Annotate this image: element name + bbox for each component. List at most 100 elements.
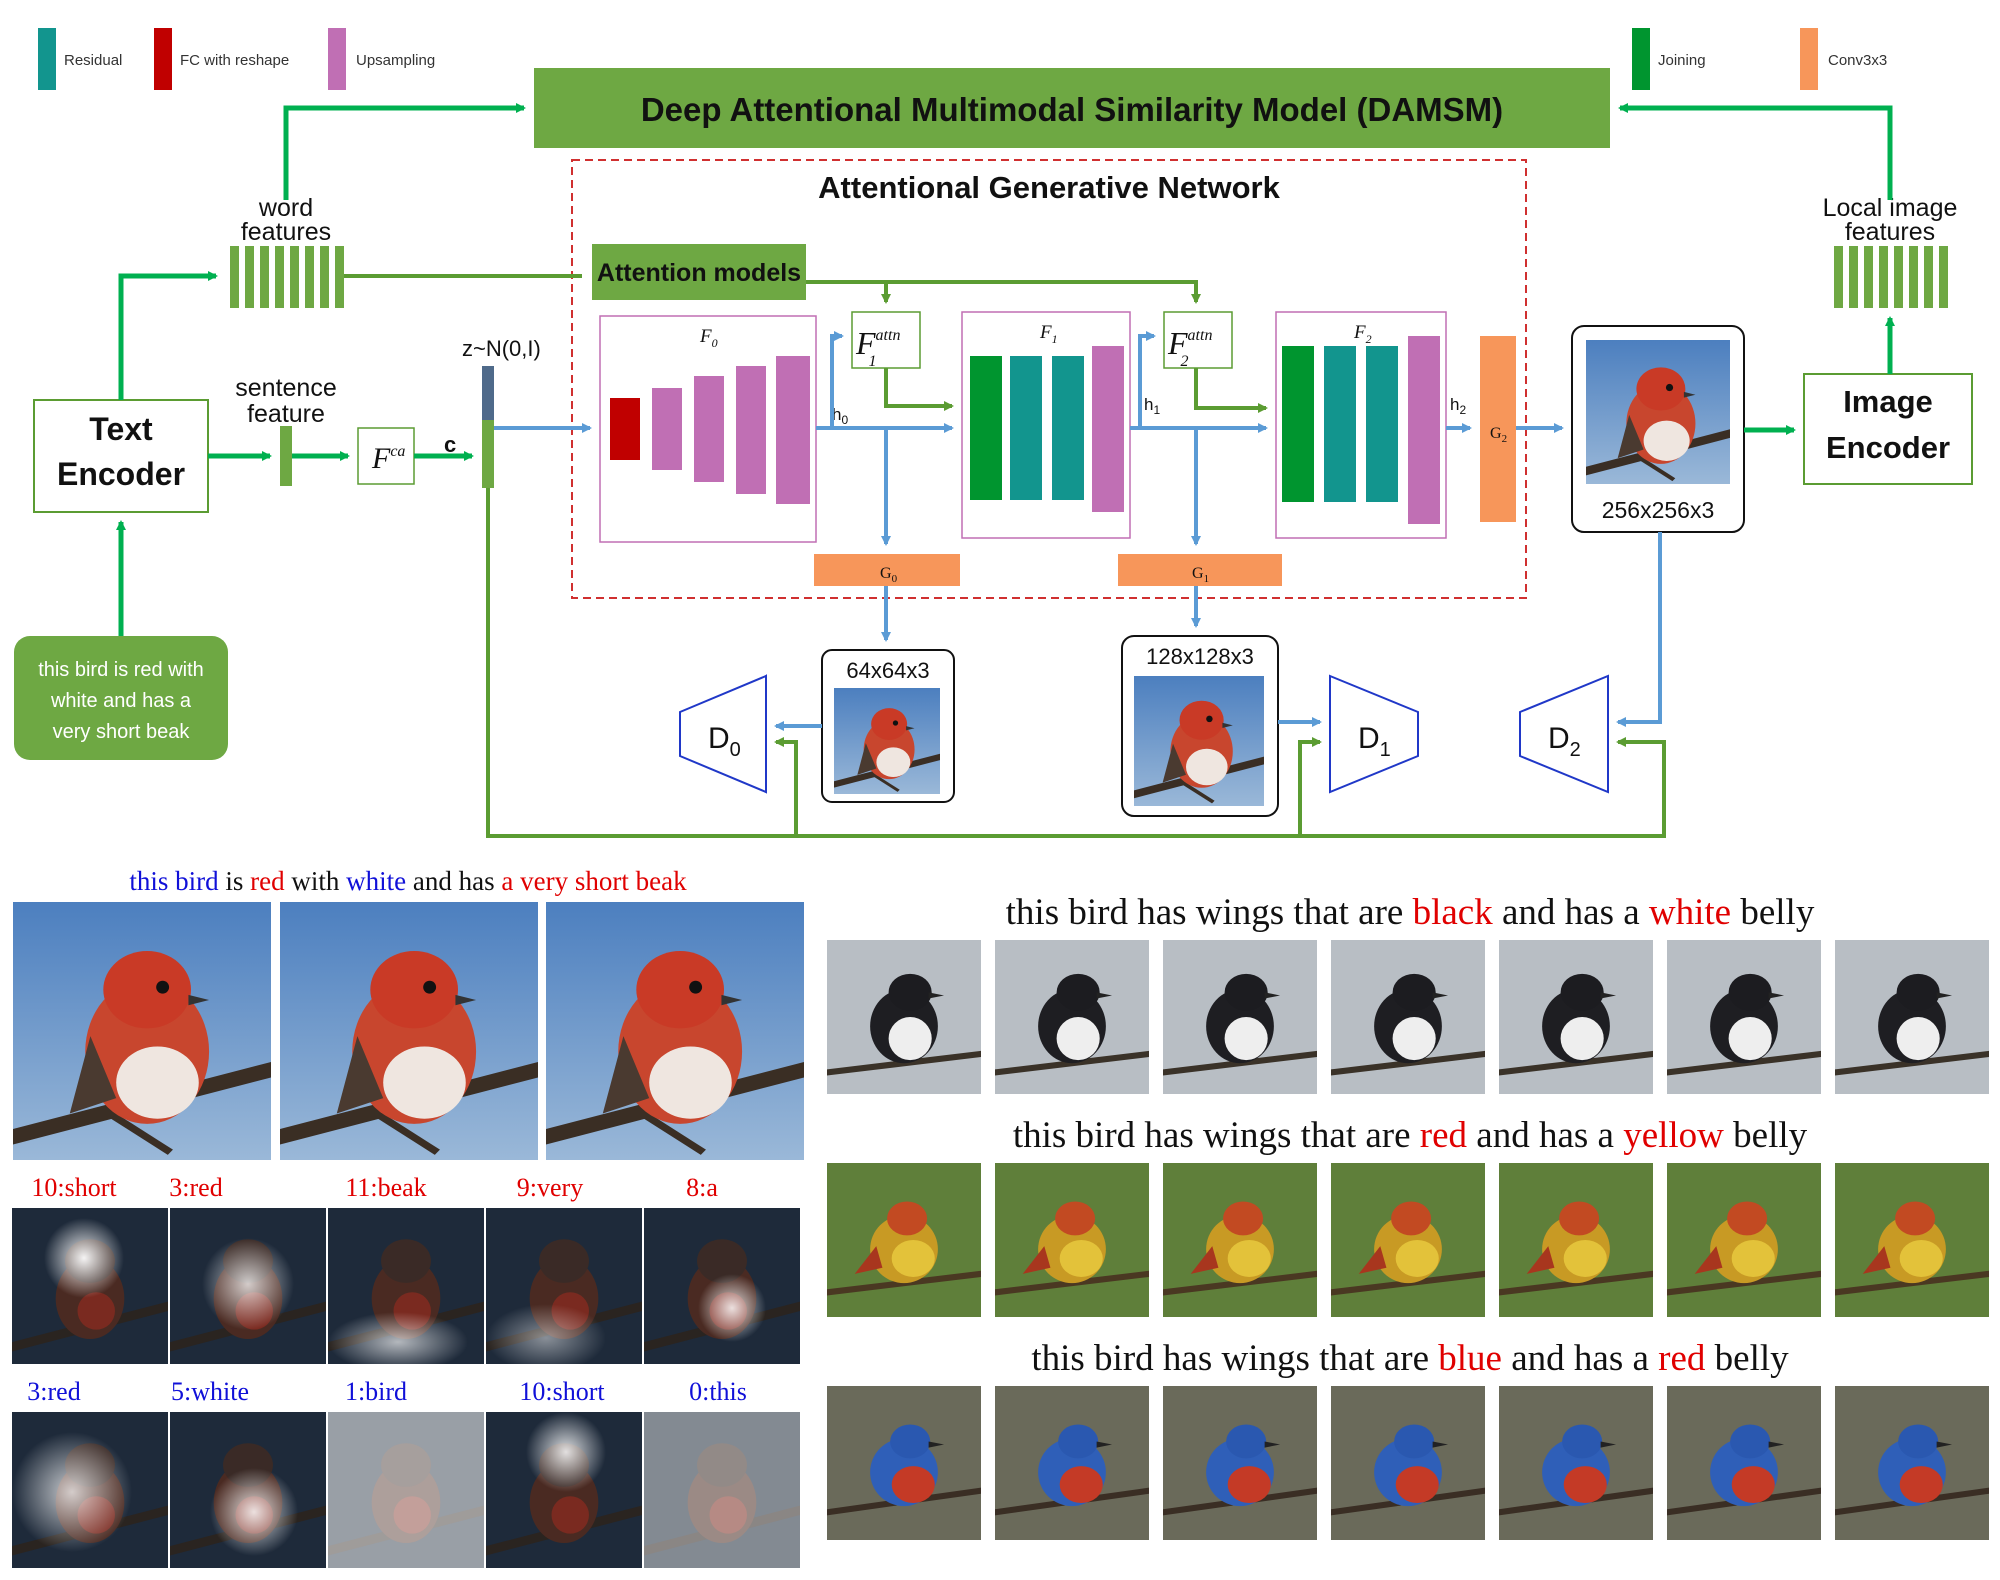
legend-swatch-joining	[1632, 28, 1650, 90]
legend: Residual FC with reshape Upsampling Join…	[38, 28, 1887, 90]
attention-row-1	[12, 1208, 800, 1364]
legend-label-fc-reshape: FC with reshape	[180, 52, 289, 69]
generated-bird-row-3-1	[827, 1386, 981, 1540]
f2attn-block	[1163, 311, 1233, 369]
attn-word-2-4: 10:short	[519, 1377, 605, 1406]
local-features-label-2: features	[1845, 218, 1935, 246]
h1-label: h1	[1144, 395, 1160, 417]
attention-models-label: Attention models	[597, 259, 801, 287]
attn-word-1-5: 8:a	[686, 1173, 718, 1202]
attn-word-1-3: 11:beak	[345, 1173, 426, 1202]
right-caption-1-segment-4: white	[1649, 892, 1731, 933]
output-64-label: 64x64x3	[846, 658, 929, 683]
generated-bird-row-2-3	[1163, 1163, 1317, 1317]
left-caption: this bird is red with white and has a ve…	[129, 866, 687, 896]
arrows	[116, 103, 1895, 838]
legend-label-joining: Joining	[1658, 52, 1706, 69]
local-features-bars	[1834, 246, 1948, 308]
generated-bird-row-1-6	[1667, 940, 1821, 1094]
z-label: z~N(0,I)	[462, 336, 541, 361]
g1-label: G1	[1192, 565, 1209, 585]
d1-label: D1	[1358, 722, 1391, 761]
right-caption-1-segment-1: this bird has wings that are	[1006, 892, 1413, 933]
generated-bird-row-3-2	[995, 1386, 1149, 1540]
attn-word-1-4: 9:very	[517, 1173, 583, 1202]
right-caption-3-segment-1: this bird has wings that are	[1031, 1338, 1438, 1379]
attention-row-2	[12, 1412, 800, 1568]
h2-label: h2	[1450, 395, 1466, 417]
output-64-image	[834, 688, 940, 794]
f0-upsample-3	[736, 366, 766, 494]
z-noise-bar	[482, 366, 494, 420]
f0-upsample-4	[776, 356, 810, 504]
right-caption-2-segment-1: this bird has wings that are	[1013, 1115, 1420, 1156]
generated-bird-row-3-6	[1667, 1386, 1821, 1540]
f2-residual-1	[1324, 346, 1356, 502]
generated-bird-row-3-7	[1835, 1386, 1989, 1540]
generated-bird-row-3-3	[1163, 1386, 1317, 1540]
f2-upsample	[1408, 336, 1440, 524]
f1attn-label: Fattn 1	[855, 325, 900, 370]
legend-label-conv3x3: Conv3x3	[1828, 52, 1887, 69]
result-256-image	[546, 902, 804, 1160]
attn-word-2-1: 3:red	[27, 1377, 80, 1406]
generated-bird-row-2-5	[1499, 1163, 1653, 1317]
result-128-image	[280, 902, 538, 1160]
output-256-label: 256x256x3	[1602, 497, 1715, 523]
g2-block	[1480, 336, 1516, 522]
text-encoder-label-2: Encoder	[57, 456, 185, 492]
fca-label: Fca	[371, 442, 405, 475]
f1-residual-1	[1010, 356, 1042, 500]
g0-block	[814, 554, 960, 586]
results-right: this bird has wings that are black and h…	[827, 892, 1989, 1540]
f2attn-label: Fattn 2	[1167, 325, 1212, 370]
generated-bird-row-1-4	[1331, 940, 1485, 1094]
word-features-bars	[230, 246, 344, 308]
sentence-feature-bar	[280, 426, 292, 486]
agn-title: Attentional Generative Network	[818, 170, 1280, 205]
input-text-bubble	[14, 636, 228, 760]
input-text-line-3: very short beak	[53, 721, 191, 743]
legend-swatch-upsampling	[328, 28, 346, 90]
text-encoder-block	[33, 399, 209, 513]
generated-bird-row-2-1	[827, 1163, 981, 1317]
legend-swatch-fc-reshape	[154, 28, 172, 90]
right-caption-1: this bird has wings that are black and h…	[1006, 892, 1815, 933]
legend-label-residual: Residual	[64, 52, 122, 69]
generated-bird-row-2-6	[1667, 1163, 1821, 1317]
sentence-feature-label-1: sentence	[235, 374, 336, 402]
right-caption-2-segment-2: red	[1420, 1115, 1468, 1156]
right-caption-3-segment-2: blue	[1438, 1338, 1502, 1379]
generated-bird-row-1-1	[827, 940, 981, 1094]
h0-label: h0	[832, 405, 848, 427]
generated-bird-row-2-4	[1331, 1163, 1485, 1317]
word-features-label-2: features	[241, 218, 331, 246]
text-encoder-label-1: Text	[89, 411, 153, 447]
right-caption-3-segment-4: red	[1658, 1338, 1706, 1379]
generated-bird-row-1-7	[1835, 940, 1989, 1094]
f0-fc-reshape-layer	[610, 398, 640, 460]
left-caption-segment-4: with	[285, 866, 347, 896]
output-128-label: 128x128x3	[1146, 644, 1254, 669]
attn-word-2-3: 1:bird	[345, 1377, 407, 1406]
generated-bird-row-3-5	[1499, 1386, 1653, 1540]
f0-upsample-1	[652, 388, 682, 470]
right-caption-1-segment-5: belly	[1731, 892, 1815, 933]
right-caption-3-segment-5: belly	[1705, 1338, 1789, 1379]
right-caption-3-segment-3: and has a	[1502, 1338, 1658, 1379]
f2-residual-2	[1366, 346, 1398, 502]
generated-bird-row-1-2	[995, 940, 1149, 1094]
image-encoder-label-1: Image	[1843, 384, 1933, 419]
legend-swatch-conv3x3	[1800, 28, 1818, 90]
f1-label: F1	[1039, 322, 1058, 346]
left-caption-segment-2: is	[219, 866, 251, 896]
attn-word-2-5: 0:this	[689, 1377, 747, 1406]
attn-word-1-1: 10:short	[31, 1173, 117, 1202]
input-text-line-1: this bird is red with	[38, 659, 204, 681]
input-text-line-2: white and has a	[50, 690, 192, 712]
legend-swatch-residual	[38, 28, 56, 90]
damsm-block	[534, 68, 1610, 148]
right-caption-2-segment-5: belly	[1724, 1115, 1808, 1156]
left-caption-segment-3: red	[250, 866, 285, 896]
